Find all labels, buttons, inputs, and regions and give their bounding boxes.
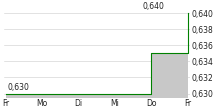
Text: 0,630: 0,630	[8, 83, 29, 92]
Text: 0,640: 0,640	[142, 2, 164, 11]
